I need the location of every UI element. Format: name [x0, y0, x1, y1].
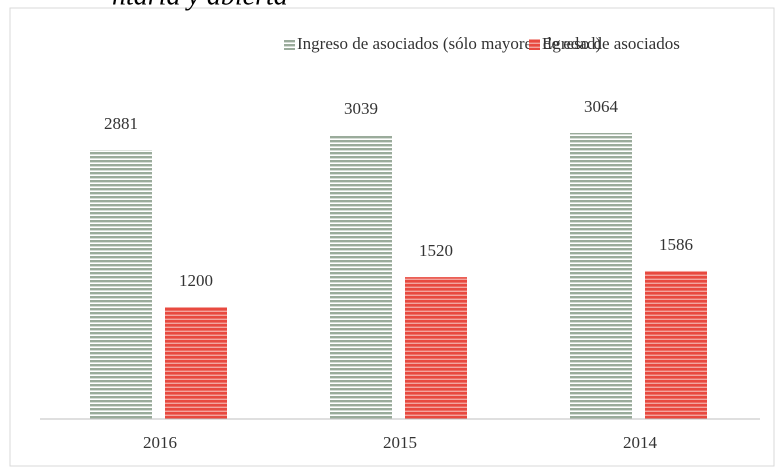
- chart-title: ntaria y abierta: [112, 0, 288, 11]
- data-label: 1520: [419, 241, 453, 260]
- x-tick-label: 2014: [623, 433, 658, 452]
- data-label: 1200: [179, 271, 213, 290]
- legend-label: Egreso de asociados: [542, 34, 680, 53]
- x-tick-label: 2015: [383, 433, 417, 452]
- bar: [90, 150, 152, 419]
- chart-border: [9, 7, 775, 467]
- legend-swatch: [529, 39, 540, 50]
- data-label: 3039: [344, 99, 378, 118]
- bar: [330, 135, 392, 419]
- x-tick-label: 2016: [143, 433, 177, 452]
- bar: [645, 270, 707, 419]
- data-label: 2881: [104, 114, 138, 133]
- bar: [165, 306, 227, 419]
- legend-swatch: [284, 39, 295, 50]
- legend-label: Ingreso de asociados (sólo mayores de ed…: [297, 34, 601, 53]
- data-label: 3064: [584, 97, 619, 116]
- data-label: 1586: [659, 235, 693, 254]
- bar: [405, 277, 467, 419]
- bar: [570, 133, 632, 419]
